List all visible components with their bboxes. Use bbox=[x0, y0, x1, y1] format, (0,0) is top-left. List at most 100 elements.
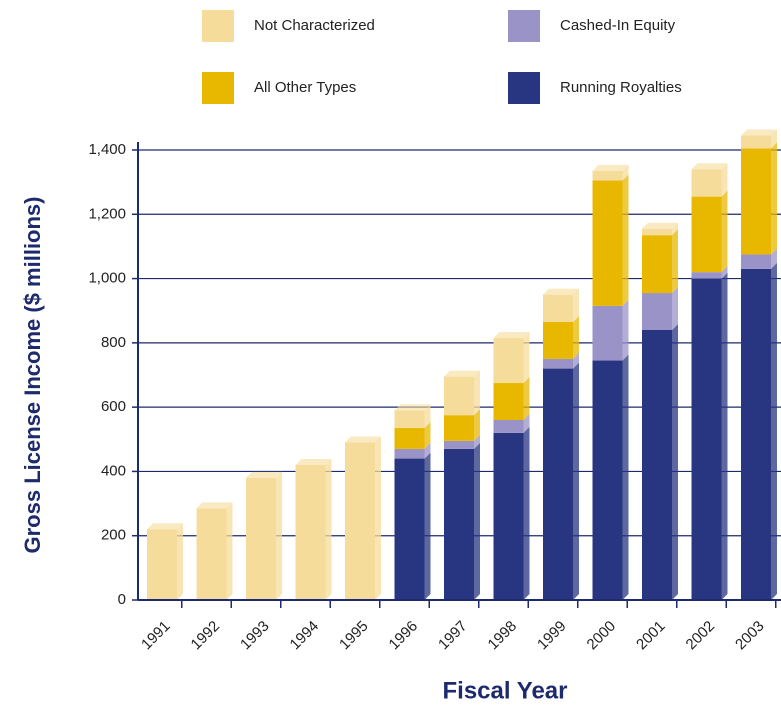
bar-side bbox=[771, 248, 777, 269]
bar-top bbox=[642, 222, 678, 229]
bar-top bbox=[691, 163, 728, 170]
legend-swatch bbox=[508, 72, 540, 104]
legend-swatch bbox=[202, 10, 234, 42]
x-tick-label: 1996 bbox=[386, 618, 422, 654]
bar-side bbox=[622, 354, 629, 600]
bar-segment bbox=[691, 272, 722, 279]
bar-segment bbox=[642, 293, 672, 330]
bar-segment bbox=[741, 148, 771, 255]
bar-side bbox=[424, 422, 431, 449]
x-tick-label: 1994 bbox=[287, 618, 323, 654]
bar-side bbox=[622, 174, 629, 306]
bar-side bbox=[721, 272, 728, 600]
bar-side bbox=[474, 434, 480, 449]
bar-top bbox=[196, 502, 233, 509]
bar-side bbox=[573, 288, 579, 322]
bar-segment bbox=[642, 330, 672, 600]
bar-segment bbox=[394, 410, 425, 429]
bar-side bbox=[672, 222, 678, 236]
bar-side bbox=[573, 315, 579, 359]
legend-label: Running Royalties bbox=[560, 79, 682, 96]
bar-top bbox=[444, 370, 480, 377]
bar-segment bbox=[394, 458, 425, 600]
bar-side bbox=[523, 426, 530, 600]
bar-top bbox=[345, 436, 381, 443]
bar-side bbox=[226, 502, 233, 600]
bar-top bbox=[543, 288, 579, 295]
bar-segment bbox=[741, 254, 771, 269]
bar-segment bbox=[196, 508, 227, 600]
bar-side bbox=[424, 404, 431, 429]
legend-label: Cashed-In Equity bbox=[560, 17, 676, 34]
y-tick-label: 0 bbox=[118, 591, 126, 608]
bar-segment bbox=[592, 180, 623, 306]
y-axis-title: Gross License Income ($ millions) bbox=[20, 197, 45, 554]
bar-side bbox=[474, 442, 480, 600]
x-tick-label: 1993 bbox=[237, 618, 273, 654]
bar-top bbox=[592, 164, 629, 171]
bar-segment bbox=[543, 358, 573, 369]
x-tick-label: 1999 bbox=[534, 618, 570, 654]
bar-side bbox=[474, 409, 480, 441]
bar-side bbox=[721, 163, 728, 197]
bar-segment bbox=[493, 420, 524, 433]
legend-swatch bbox=[202, 72, 234, 104]
bar-top bbox=[246, 471, 282, 478]
bar-segment bbox=[741, 268, 771, 600]
bar-segment bbox=[543, 294, 573, 322]
bar-side bbox=[474, 370, 480, 416]
bar-segment bbox=[493, 383, 524, 420]
x-tick-label: 1997 bbox=[435, 618, 471, 654]
bar-side bbox=[523, 414, 530, 433]
bar-side bbox=[177, 523, 183, 600]
x-tick-label: 2002 bbox=[683, 618, 719, 654]
bar-segment bbox=[493, 338, 524, 384]
y-tick-label: 200 bbox=[101, 527, 126, 544]
bar-side bbox=[573, 362, 579, 600]
bar-segment bbox=[345, 442, 375, 600]
bar-side bbox=[523, 332, 530, 384]
bar-side bbox=[375, 436, 381, 600]
x-tick-label: 2000 bbox=[584, 618, 620, 654]
bar-segment bbox=[444, 448, 474, 600]
bar-segment bbox=[147, 529, 177, 600]
bar-segment bbox=[246, 477, 276, 600]
bar-side bbox=[771, 129, 777, 149]
bar-top bbox=[394, 404, 431, 411]
bar-side bbox=[325, 459, 332, 600]
bar-segment bbox=[691, 169, 722, 197]
bar-segment bbox=[543, 368, 573, 600]
bar-segment bbox=[592, 305, 623, 361]
y-tick-label: 1,000 bbox=[88, 270, 126, 287]
bar-side bbox=[672, 287, 678, 330]
bar-segment bbox=[444, 440, 474, 449]
bar-segment bbox=[493, 432, 524, 600]
x-tick-label: 1998 bbox=[485, 618, 521, 654]
x-tick-label: 1991 bbox=[138, 618, 174, 654]
bar-segment bbox=[394, 448, 425, 459]
bar-side bbox=[721, 266, 728, 279]
x-tick-label: 2003 bbox=[732, 618, 768, 654]
bar-top bbox=[741, 129, 777, 136]
bar-side bbox=[424, 452, 431, 600]
legend-label: All Other Types bbox=[254, 79, 356, 96]
bar-segment bbox=[642, 235, 672, 294]
x-axis-title: Fiscal Year bbox=[443, 677, 568, 704]
x-tick-label: 2001 bbox=[633, 618, 669, 654]
bar-side bbox=[672, 229, 678, 294]
y-tick-label: 1,400 bbox=[88, 141, 126, 158]
legend-swatch bbox=[508, 10, 540, 42]
y-tick-label: 800 bbox=[101, 334, 126, 351]
bar-side bbox=[721, 190, 728, 273]
bar-side bbox=[276, 471, 282, 600]
bar-top bbox=[295, 459, 332, 465]
bar-side bbox=[523, 377, 530, 420]
bar-segment bbox=[642, 228, 672, 236]
bar-side bbox=[672, 324, 678, 600]
bar-segment bbox=[394, 428, 425, 449]
bar-segment bbox=[295, 465, 326, 600]
bar-top bbox=[493, 332, 530, 339]
bar-side bbox=[622, 164, 629, 181]
bar-side bbox=[622, 299, 629, 361]
